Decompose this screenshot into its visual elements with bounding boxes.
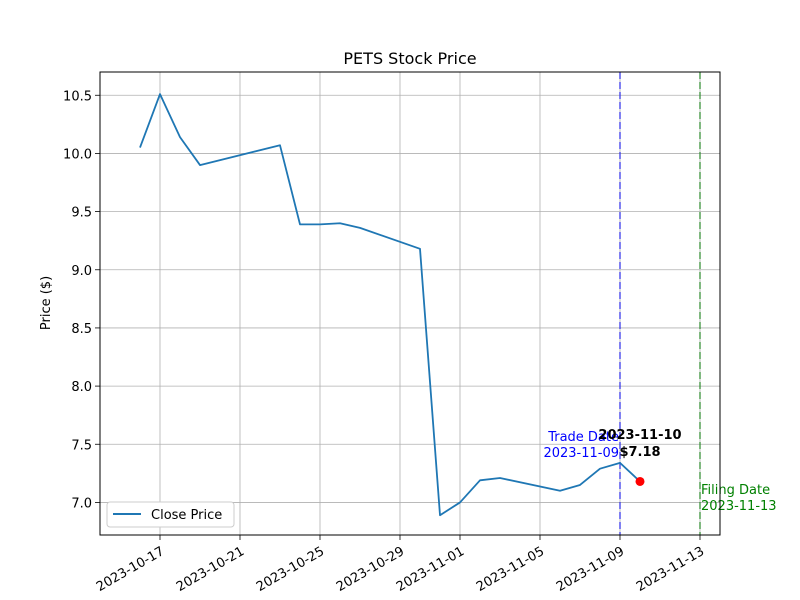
x-tick-label: 2023-11-13 xyxy=(634,544,707,595)
plot-frame xyxy=(99,71,721,536)
x-tick-label: 2023-11-05 xyxy=(474,544,547,595)
x-tick-label: 2023-11-01 xyxy=(394,544,467,595)
highlight-date-label: 2023-11-10 xyxy=(598,428,681,443)
x-axis: 2023-10-17 2023-10-21 2023-10-25 2023-10-29… xyxy=(94,535,707,595)
legend-label: Close Price xyxy=(151,508,222,523)
series-lines xyxy=(139,93,641,517)
highlight: 2023-11-10 $7.18 xyxy=(598,428,682,486)
trade-date-label: Trade Date xyxy=(547,430,619,445)
y-axis: 7.0 7.5 8.0 8.5 9.0 9.5 10.0 10.5 xyxy=(63,89,100,511)
y-tick-label: 9.5 xyxy=(71,206,92,221)
x-tick-label: 2023-10-17 xyxy=(94,544,167,595)
legend-box xyxy=(106,501,235,528)
y-tick-label: 8.0 xyxy=(71,380,92,395)
chart-title: PETS Stock Price xyxy=(343,49,476,68)
y-axis-label: Price ($) xyxy=(39,276,54,330)
y-tick-label: 9.0 xyxy=(71,264,92,279)
x-tick-label: 2023-10-25 xyxy=(254,544,327,595)
grid-lines xyxy=(100,72,720,535)
highlight-point xyxy=(635,476,645,486)
legend: Close Price xyxy=(106,501,235,528)
series-line-close-price xyxy=(139,93,641,517)
filing-date-value: 2023-11-13 xyxy=(701,499,777,514)
y-tick-label: 7.5 xyxy=(71,438,92,453)
y-tick-label: 10.0 xyxy=(63,147,92,162)
x-tick-label: 2023-11-09 xyxy=(554,544,627,595)
y-tick-label: 7.0 xyxy=(71,496,92,511)
y-tick-label: 8.5 xyxy=(71,322,92,337)
trade-date-value: 2023-11-09 xyxy=(543,446,619,461)
y-tick-label: 10.5 xyxy=(63,89,92,104)
highlight-price-label: $7.18 xyxy=(619,445,660,460)
x-tick-label: 2023-10-21 xyxy=(174,544,247,595)
filing-date-label: Filing Date xyxy=(701,483,770,498)
